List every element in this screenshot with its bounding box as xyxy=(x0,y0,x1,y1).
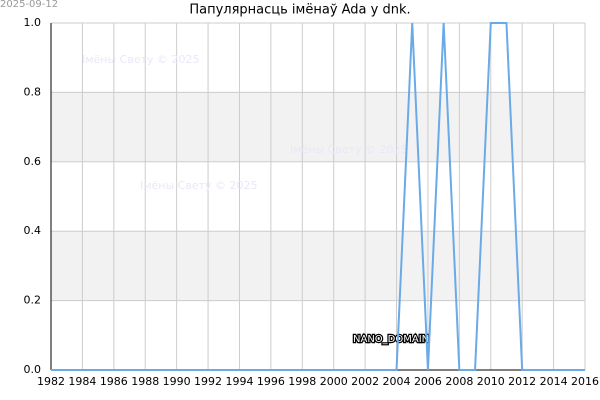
x-tick-label: 2006 xyxy=(414,375,442,388)
x-tick-label: 2010 xyxy=(477,375,505,388)
x-tick-label: 1988 xyxy=(131,375,159,388)
x-tick-label: 1984 xyxy=(68,375,96,388)
band xyxy=(51,231,585,301)
x-tick-label: 2012 xyxy=(508,375,536,388)
y-tick-label: 1.0 xyxy=(24,16,42,29)
x-tick-label: 1990 xyxy=(163,375,191,388)
x-tick-label: 2016 xyxy=(571,375,599,388)
y-tick-label: 0.4 xyxy=(24,224,42,237)
watermark: Імёны Свету © 2025 xyxy=(290,143,408,156)
x-tick-label: 1994 xyxy=(225,375,253,388)
y-tick-label: 0.0 xyxy=(24,363,42,376)
x-tick-label: 1982 xyxy=(37,375,65,388)
y-tick-label: 0.2 xyxy=(24,294,42,307)
x-tick-label: 1992 xyxy=(194,375,222,388)
x-tick-label: 2000 xyxy=(320,375,348,388)
x-tick-label: 1986 xyxy=(100,375,128,388)
x-tick-label: 2004 xyxy=(383,375,411,388)
x-tick-label: 2014 xyxy=(540,375,568,388)
annotation: NANO_DOMAIN xyxy=(353,334,429,345)
x-tick-label: 1996 xyxy=(257,375,285,388)
date: 2025-09-12 xyxy=(0,0,58,10)
y-tick-label: 0.6 xyxy=(24,155,42,168)
x-tick-label: 2008 xyxy=(445,375,473,388)
chart-title: Папулярнасць імёнаў Ada у dnk. xyxy=(189,3,410,18)
line xyxy=(51,22,585,371)
x-tick-label: 2002 xyxy=(351,375,379,388)
x-tick-label: 1998 xyxy=(288,375,316,388)
watermark: Імёны Свету © 2025 xyxy=(82,53,200,66)
band xyxy=(51,92,585,162)
y-tick-label: 0.8 xyxy=(24,85,42,98)
watermark: Імёны Свету © 2025 xyxy=(140,179,258,192)
